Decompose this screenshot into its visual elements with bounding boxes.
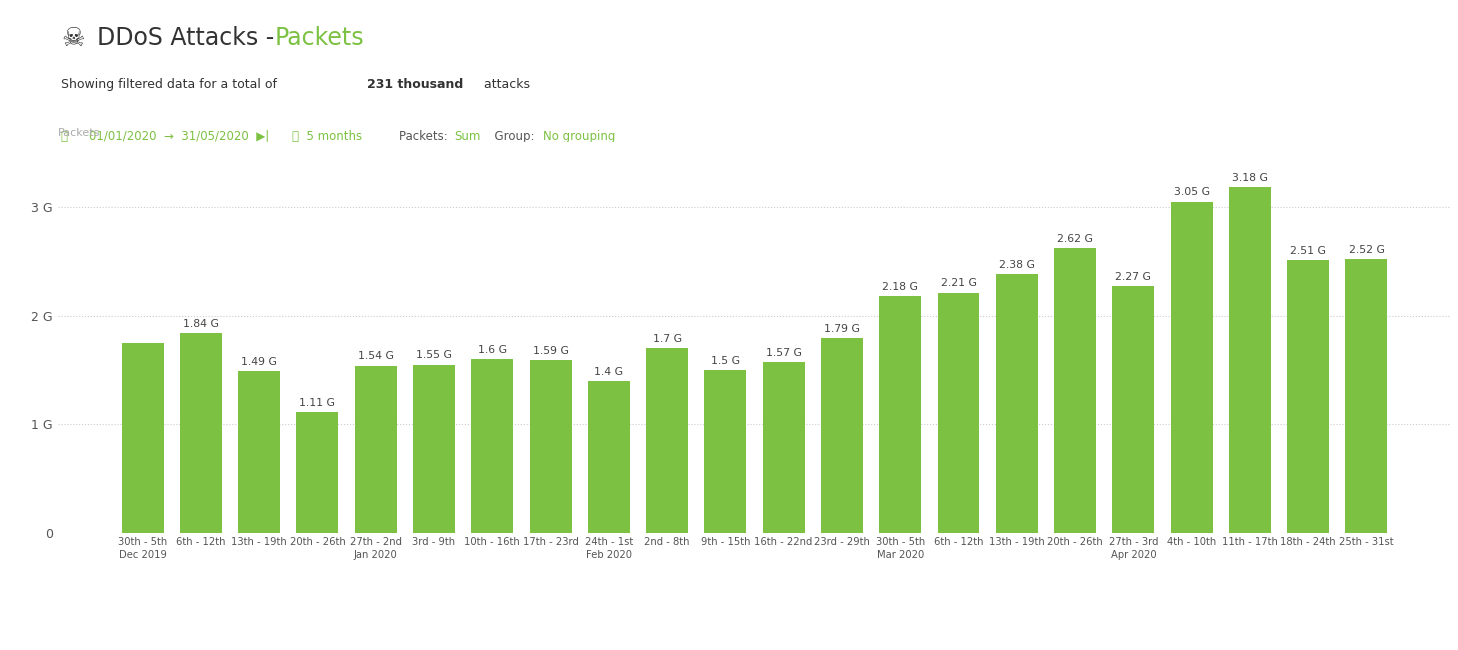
Text: 2.27 G: 2.27 G: [1115, 272, 1152, 282]
Text: 📅: 📅: [61, 129, 71, 142]
Bar: [704, 370, 746, 533]
Bar: [296, 412, 338, 533]
Bar: [821, 339, 863, 533]
Bar: [937, 292, 980, 533]
Bar: [1112, 286, 1155, 533]
Text: No grouping: No grouping: [542, 129, 615, 142]
Bar: [238, 371, 280, 533]
Bar: [354, 366, 397, 533]
Text: 1.7 G: 1.7 G: [653, 334, 681, 344]
Bar: [1054, 248, 1096, 533]
Bar: [1346, 259, 1388, 533]
Bar: [763, 363, 805, 533]
Bar: [121, 343, 163, 533]
Bar: [1229, 187, 1271, 533]
Text: 2.21 G: 2.21 G: [940, 278, 977, 289]
Bar: [879, 296, 921, 533]
Text: 1.5 G: 1.5 G: [712, 356, 739, 366]
Bar: [1171, 202, 1213, 533]
Text: attacks: attacks: [480, 78, 531, 91]
Text: 2.38 G: 2.38 G: [999, 260, 1035, 270]
Text: Packets:: Packets:: [399, 129, 452, 142]
Bar: [996, 274, 1038, 533]
Text: 2.18 G: 2.18 G: [882, 281, 919, 292]
Text: 1.84 G: 1.84 G: [182, 318, 219, 329]
Text: 1.59 G: 1.59 G: [532, 346, 569, 356]
Text: 3.18 G: 3.18 G: [1232, 173, 1268, 183]
Bar: [471, 359, 513, 533]
Text: Showing filtered data for a total of: Showing filtered data for a total of: [61, 78, 281, 91]
Text: 1.55 G: 1.55 G: [416, 350, 452, 360]
Text: 1.4 G: 1.4 G: [595, 367, 624, 376]
Text: Sum: Sum: [453, 129, 480, 142]
Text: 2.51 G: 2.51 G: [1290, 246, 1327, 256]
Text: Packets: Packets: [274, 25, 363, 49]
Text: 🕐  5 months: 🕐 5 months: [292, 129, 363, 142]
Bar: [646, 348, 688, 533]
Text: ☠: ☠: [61, 25, 85, 51]
Text: 2.52 G: 2.52 G: [1349, 245, 1385, 255]
Text: 1.79 G: 1.79 G: [824, 324, 860, 334]
Bar: [1287, 260, 1330, 533]
Text: Group:: Group:: [487, 129, 538, 142]
Bar: [179, 333, 222, 533]
Text: Packets: Packets: [58, 128, 101, 138]
Text: DDoS Attacks -: DDoS Attacks -: [98, 25, 281, 49]
Text: 1.49 G: 1.49 G: [241, 357, 277, 367]
Bar: [413, 365, 455, 533]
Bar: [588, 381, 630, 533]
Text: 3.05 G: 3.05 G: [1174, 187, 1210, 197]
Text: 2.62 G: 2.62 G: [1057, 234, 1094, 244]
Text: 1.6 G: 1.6 G: [478, 344, 507, 355]
Text: 1.11 G: 1.11 G: [299, 398, 335, 408]
Text: 231 thousand: 231 thousand: [367, 78, 464, 91]
Bar: [529, 360, 572, 533]
Text: 1.57 G: 1.57 G: [765, 348, 802, 358]
Text: 1.54 G: 1.54 G: [357, 351, 394, 361]
Text: 01/01/2020  →  31/05/2020  ▶|: 01/01/2020 → 31/05/2020 ▶|: [89, 129, 270, 142]
